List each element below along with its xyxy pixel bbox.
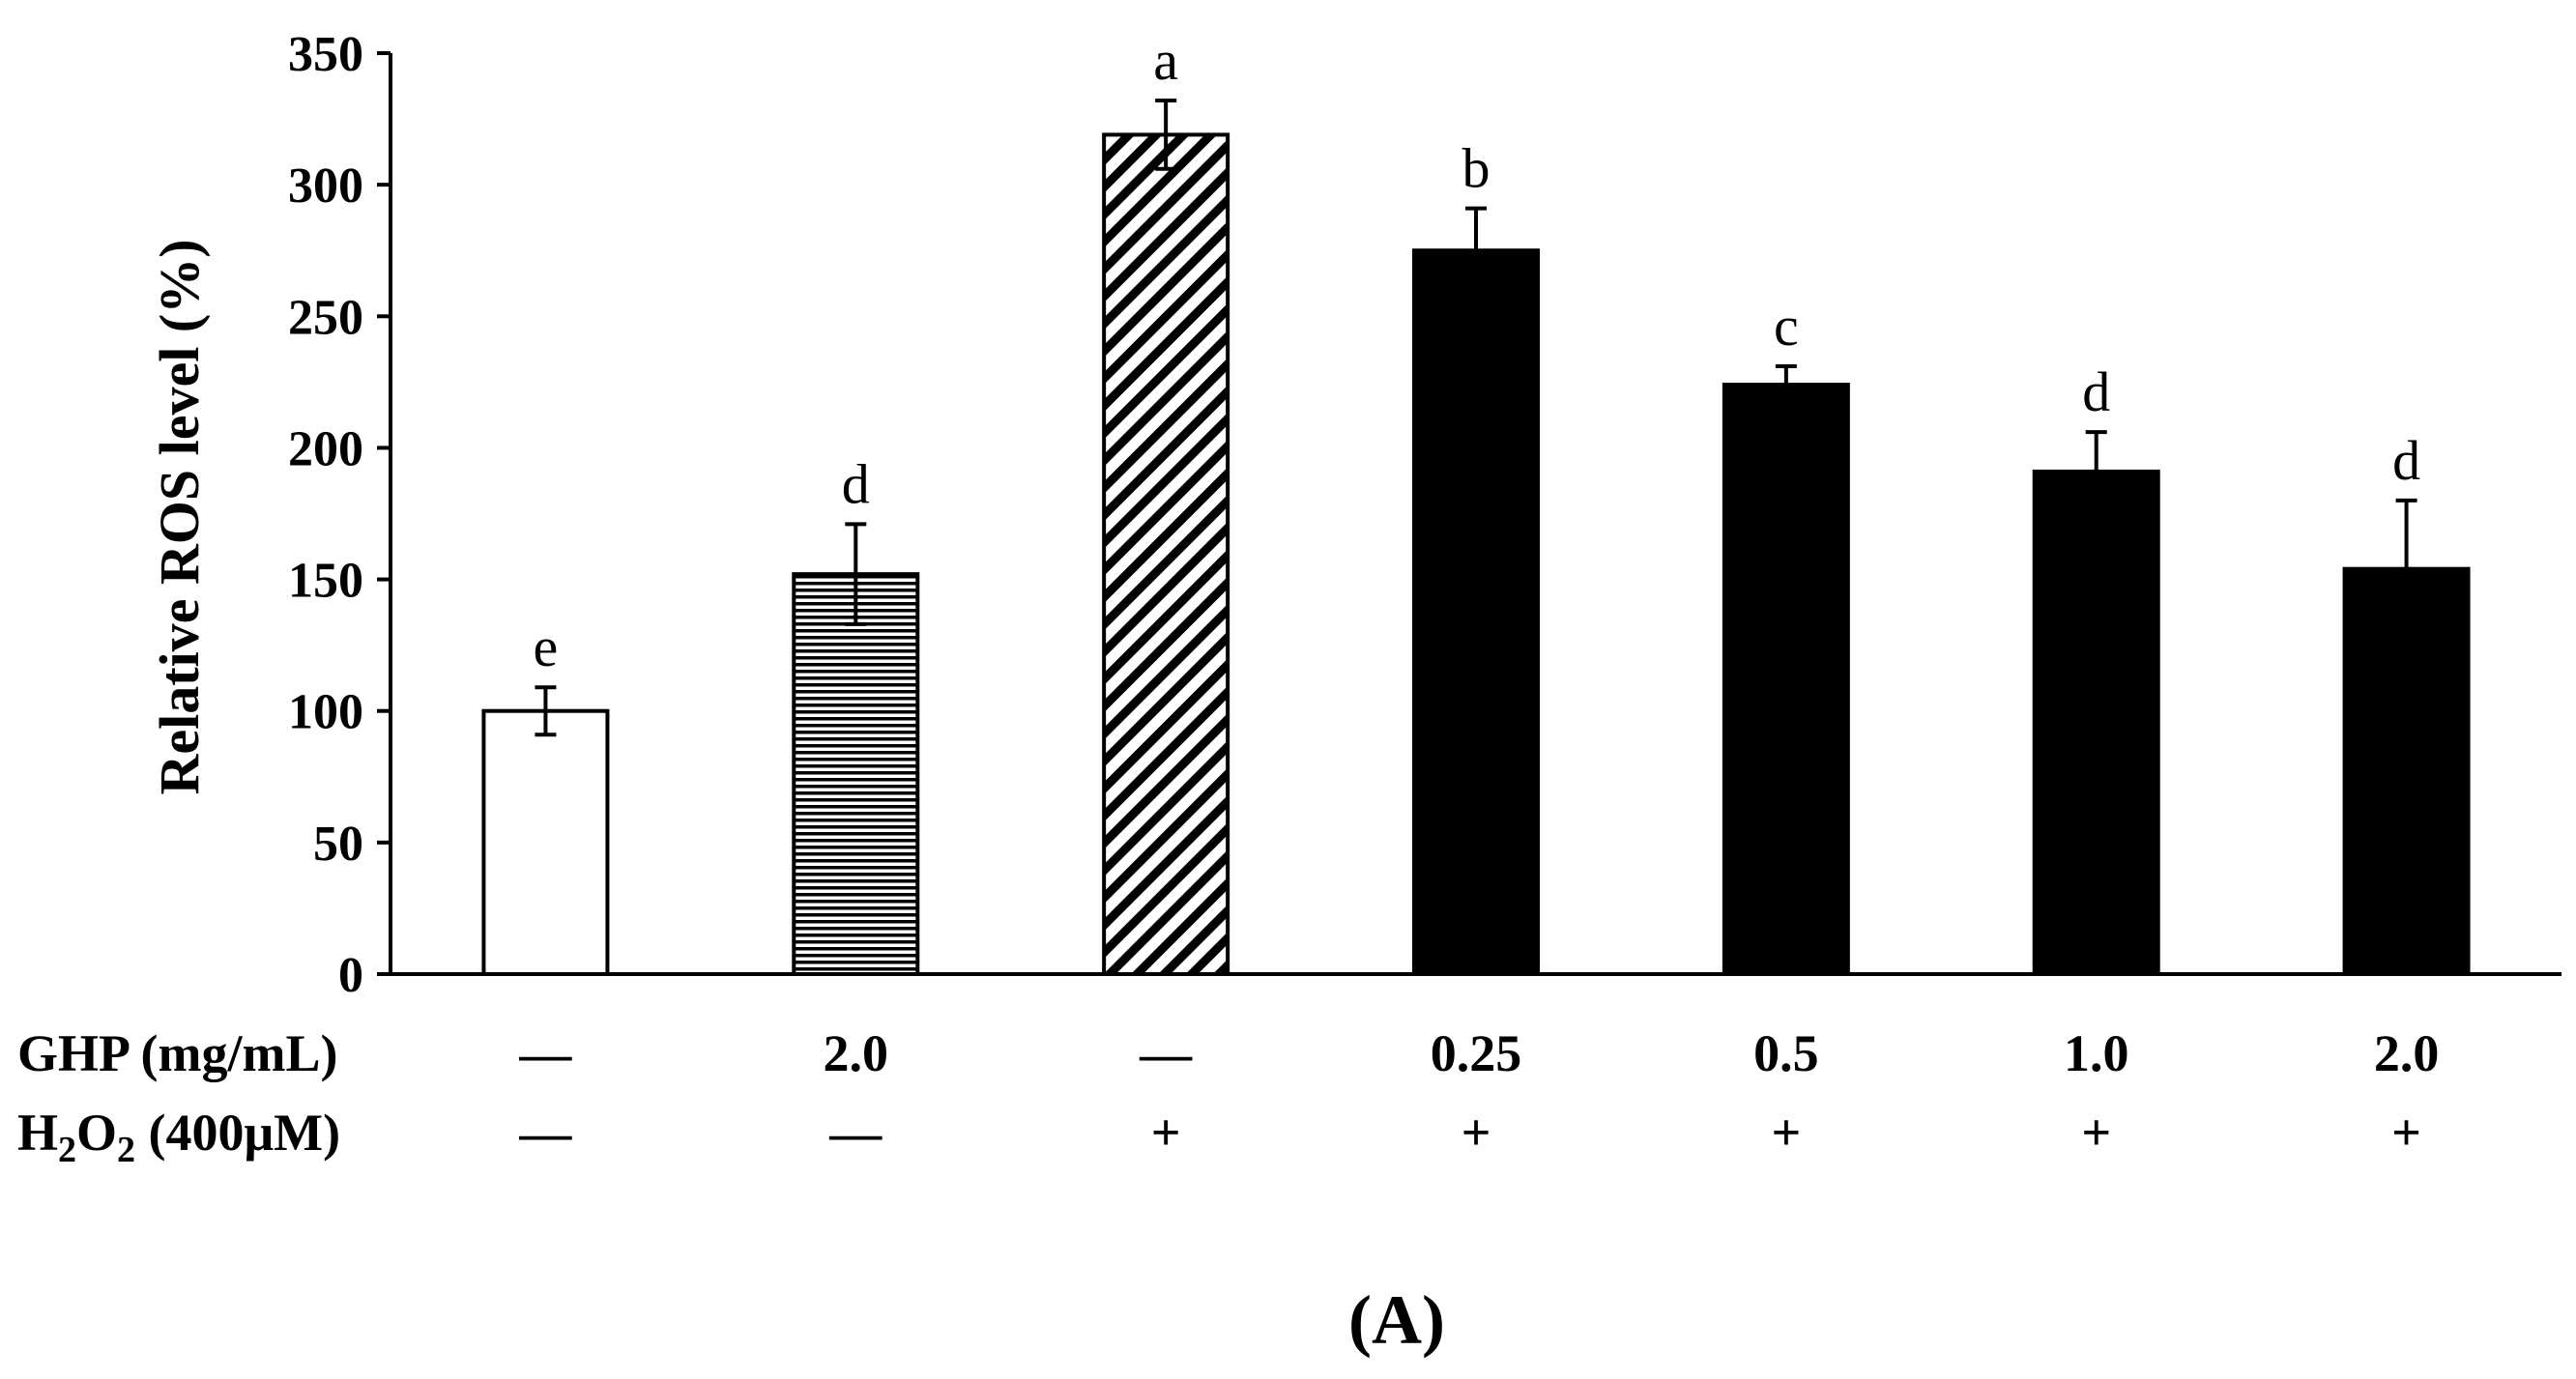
bar: [792, 572, 920, 977]
label-part: GHP (mg/mL): [17, 1024, 337, 1082]
treatment-value: 2.0: [824, 1024, 889, 1082]
y-tick-label: 100: [288, 685, 363, 740]
bar: [2032, 469, 2160, 977]
significance-letter: e: [534, 616, 559, 678]
y-tick-label: 350: [288, 27, 363, 82]
label-part: O: [76, 1104, 117, 1162]
treatment-row-label: H2O2 (400μM): [17, 1104, 340, 1170]
treatment-value: +: [2081, 1104, 2111, 1162]
bar: [1102, 132, 1230, 976]
bar: [1412, 248, 1540, 976]
significance-letter: d: [2082, 360, 2110, 423]
treatment-value: +: [1462, 1104, 1491, 1162]
significance-letter: d: [2392, 429, 2420, 492]
treatment-value: —: [1139, 1024, 1193, 1082]
treatment-value: +: [1151, 1104, 1181, 1162]
subscript: 2: [117, 1130, 135, 1170]
significance-letter: a: [1153, 29, 1178, 92]
y-tick-label: 200: [288, 421, 363, 476]
subscript: 2: [58, 1130, 76, 1170]
treatment-value: —: [828, 1104, 883, 1162]
label-part: (400μM): [135, 1104, 340, 1162]
y-tick-label: 300: [288, 158, 363, 214]
treatment-value: +: [1771, 1104, 1801, 1162]
treatment-value: 0.5: [1753, 1024, 1819, 1082]
y-tick-label: 50: [313, 817, 363, 872]
treatment-value: 2.0: [2374, 1024, 2440, 1082]
treatment-value: —: [518, 1104, 572, 1162]
treatment-row-label: GHP (mg/mL): [17, 1024, 337, 1082]
bar: [481, 708, 610, 976]
significance-letter: c: [1774, 295, 1799, 358]
panel-label: (A): [1348, 1281, 1445, 1359]
y-tick-label: 0: [338, 948, 363, 1003]
bar: [1722, 383, 1850, 976]
treatment-value: 0.25: [1431, 1024, 1522, 1082]
significance-letter: b: [1462, 137, 1491, 200]
treatment-value: 1.0: [2064, 1024, 2129, 1082]
significance-letter: d: [842, 452, 870, 515]
y-axis-label: Relative ROS level (%): [148, 239, 211, 794]
treatment-value: —: [518, 1024, 572, 1082]
y-tick-label: 250: [288, 290, 363, 345]
label-part: H: [17, 1104, 58, 1162]
y-tick-label: 150: [288, 554, 363, 609]
treatment-value: +: [2391, 1104, 2421, 1162]
